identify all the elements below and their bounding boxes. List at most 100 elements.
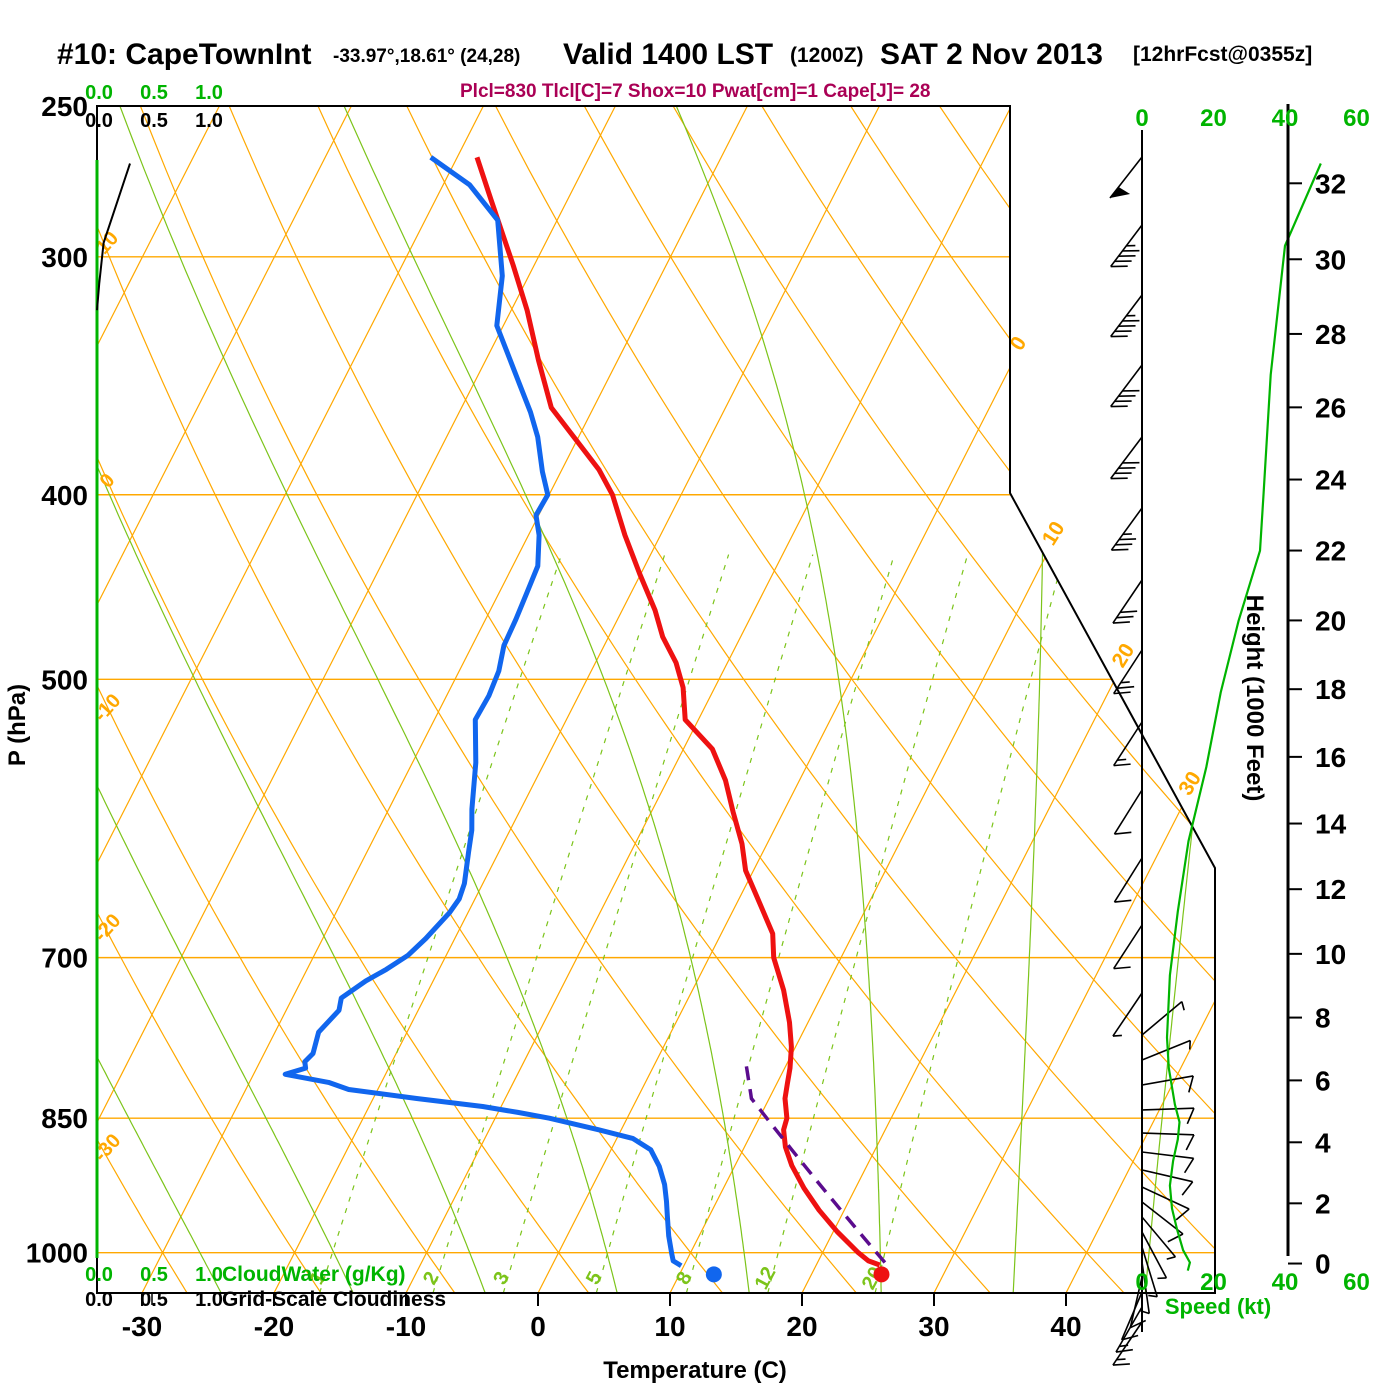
moist-adiabat-26 — [501, 106, 882, 1293]
mixing-ratio-line-3 — [502, 554, 730, 1293]
speed-tick-top-40: 40 — [1272, 105, 1299, 132]
dry-adiabat--10 — [97, 106, 456, 1293]
pressure-tick-label-700: 700 — [41, 943, 88, 974]
speed-axis-title: Speed (kt) — [1165, 1294, 1271, 1319]
height-tick-label-20: 20 — [1315, 605, 1346, 636]
isotherm-label-10: 10 — [1038, 518, 1070, 550]
pressure-tick-label-250: 250 — [41, 91, 88, 122]
valid-date: SAT 2 Nov 2013 — [880, 38, 1103, 71]
forecast-tag: [12hrFcst@0355z] — [1133, 43, 1313, 66]
wind-barb — [1141, 1151, 1195, 1174]
dewpoint-curve — [282, 155, 683, 1268]
temperature-tick-label--20: -20 — [254, 1311, 294, 1342]
height-tick-label-12: 12 — [1315, 874, 1346, 905]
cloudiness-top-tick-0.5: 0.5 — [140, 110, 168, 132]
cloudiness-bottom-tick-1.0: 1.0 — [195, 1289, 223, 1311]
speed-tick-bottom-60: 60 — [1343, 1269, 1370, 1296]
wind-speed-profile — [1165, 163, 1322, 1271]
wind-barb — [1141, 1169, 1194, 1196]
dry-adiabat-60 — [477, 106, 1215, 1293]
dry-adiabat--30 — [97, 106, 188, 1293]
dry-adiabat-0 — [97, 106, 590, 1293]
wind-barb — [1129, 1276, 1147, 1329]
height-tick-label-10: 10 — [1315, 939, 1346, 970]
mixing-ratio-label-8: 8 — [672, 1268, 697, 1288]
height-tick-label-28: 28 — [1315, 319, 1346, 350]
sounding-parameters: Plcl=830 Tlcl[C]=7 Shox=10 Pwat[cm]=1 Ca… — [460, 81, 931, 102]
dry-adiabat-label--10: -10 — [90, 690, 126, 726]
isotherm--30 — [141, 106, 748, 1293]
dry-adiabat-80 — [653, 106, 1215, 1293]
moist-adiabat--14 — [97, 106, 354, 1293]
wind-barb — [1112, 992, 1143, 1037]
height-tick-label-30: 30 — [1315, 244, 1346, 275]
wind-barb — [1113, 721, 1143, 767]
isotherm--50 — [97, 106, 484, 1293]
wind-barb — [1110, 436, 1143, 480]
pressure-tick-label-300: 300 — [41, 242, 88, 273]
dry-adiabat-10 — [97, 106, 723, 1293]
height-axis-title: Height (1000 Feet) — [1241, 595, 1268, 802]
isotherm-10 — [669, 106, 1215, 1293]
speed-tick-bottom-40: 40 — [1272, 1269, 1299, 1296]
wind-barb — [1141, 1132, 1195, 1151]
temperature-tick-label-10: 10 — [654, 1311, 685, 1342]
wind-barb — [1112, 1321, 1143, 1366]
wind-barb — [1141, 1107, 1195, 1125]
dry-adiabat--20 — [97, 106, 322, 1293]
isotherm--10 — [405, 106, 1012, 1293]
wind-barb — [1140, 1261, 1151, 1315]
dry-adiabat-140 — [1179, 106, 1215, 1293]
height-tick-label-16: 16 — [1315, 742, 1346, 773]
temperature-tick-label--10: -10 — [386, 1311, 426, 1342]
wind-barb-panel — [1109, 130, 1322, 1366]
cloudiness-top-tick-0.0: 0.0 — [85, 110, 113, 132]
isotherm--70 — [97, 106, 220, 1293]
wind-barb — [1141, 1246, 1158, 1298]
cloudiness-profile-line — [96, 163, 131, 311]
wind-barb — [1115, 1306, 1143, 1353]
wind-barb — [1120, 1291, 1143, 1341]
height-tick-label-18: 18 — [1315, 674, 1346, 705]
height-tick-label-24: 24 — [1315, 465, 1347, 496]
wind-barb — [1141, 1000, 1185, 1036]
speed-tick-top-0: 0 — [1135, 105, 1148, 132]
height-tick-label-32: 32 — [1315, 168, 1346, 199]
surface-dewpoint-dot — [705, 1266, 722, 1283]
mixing-ratio-line-2 — [432, 554, 666, 1293]
isotherm-20 — [801, 106, 1215, 1293]
valid-time: Valid 1400 LST — [563, 38, 774, 71]
moist-adiabat--34 — [0, 0, 89, 1293]
cloudiness-bottom-tick-0.5: 0.5 — [140, 1289, 168, 1311]
cloudwater-top-tick-0.5: 0.5 — [140, 82, 168, 104]
station-title: #10: CapeTownInt — [57, 38, 312, 71]
cloudwater-top-tick-1.0: 1.0 — [195, 82, 223, 104]
wind-barb — [1110, 224, 1143, 268]
wind-barb — [1141, 1201, 1184, 1243]
mixing-ratio-line-1 — [319, 554, 563, 1293]
parcel-ascent-curve — [743, 1057, 887, 1264]
cloudiness-scale-title: Grid-Scale Cloudiness — [222, 1288, 446, 1311]
height-tick-label-0: 0 — [1315, 1249, 1331, 1280]
cloudwater-top-tick-0.0: 0.0 — [85, 82, 113, 104]
wind-barb — [1141, 1186, 1190, 1221]
moist-adiabat--4 — [97, 106, 486, 1293]
height-tick-label-14: 14 — [1315, 809, 1347, 840]
wind-barb — [1141, 1216, 1177, 1260]
mixing-ratio-line-20 — [874, 554, 1065, 1293]
mixing-ratio-label-12: 12 — [751, 1263, 781, 1293]
mixing-ratio-line-5 — [595, 554, 814, 1293]
cloudiness-bottom-tick-0.0: 0.0 — [85, 1289, 113, 1311]
wind-barb — [1110, 507, 1143, 551]
dry-adiabat-20 — [126, 106, 857, 1293]
temperature-tick-label-40: 40 — [1050, 1311, 1081, 1342]
isotherm-0 — [537, 106, 1144, 1293]
wind-barb — [1141, 1039, 1192, 1061]
cloudwater-bottom-tick-0.5: 0.5 — [140, 1264, 168, 1286]
height-tick-label-26: 26 — [1315, 392, 1346, 423]
wind-barb — [1113, 649, 1143, 695]
height-tick-label-2: 2 — [1315, 1188, 1331, 1219]
